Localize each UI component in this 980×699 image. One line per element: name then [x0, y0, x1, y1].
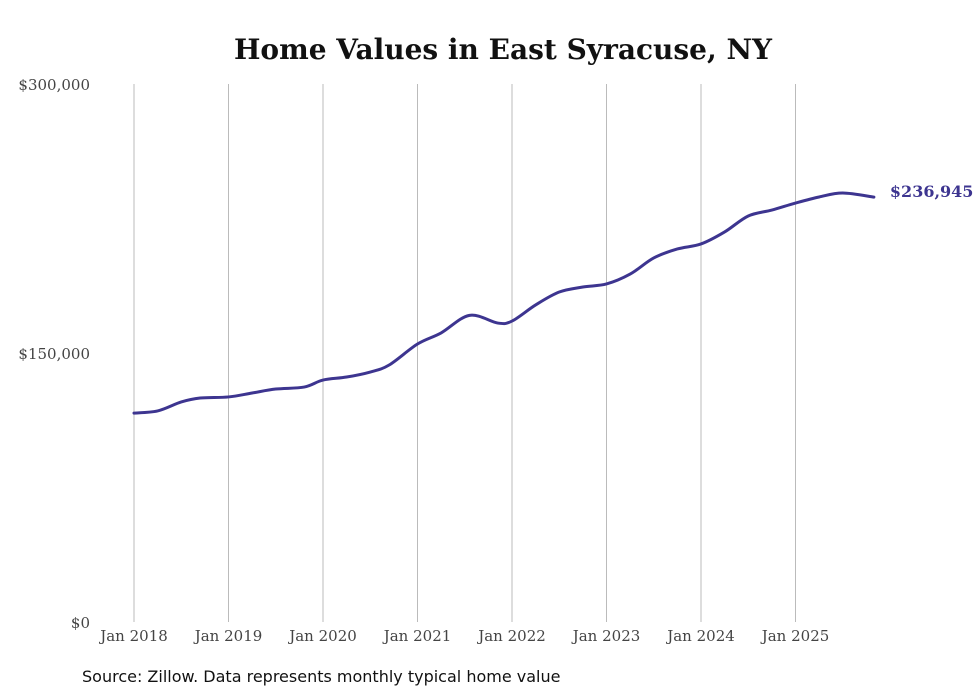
y-tick-label: $300,000	[18, 76, 90, 94]
x-tick-label: Jan 2020	[287, 627, 357, 645]
x-tick-label: Jan 2025	[760, 627, 830, 645]
x-tick-label: Jan 2024	[665, 627, 735, 645]
x-tick-label: Jan 2023	[571, 627, 641, 645]
series-line	[132, 191, 876, 415]
x-tick-label: Jan 2021	[382, 627, 452, 645]
x-tick-label: Jan 2019	[193, 627, 263, 645]
chart-title: Home Values in East Syracuse, NY	[234, 33, 773, 66]
y-tick-label: $0	[71, 614, 90, 632]
x-tick-label: Jan 2018	[98, 627, 168, 645]
source-note: Source: Zillow. Data represents monthly …	[82, 667, 561, 686]
end-value-label: $236,945	[890, 182, 974, 201]
y-tick-label: $150,000	[18, 345, 90, 363]
x-tick-label: Jan 2022	[476, 627, 546, 645]
